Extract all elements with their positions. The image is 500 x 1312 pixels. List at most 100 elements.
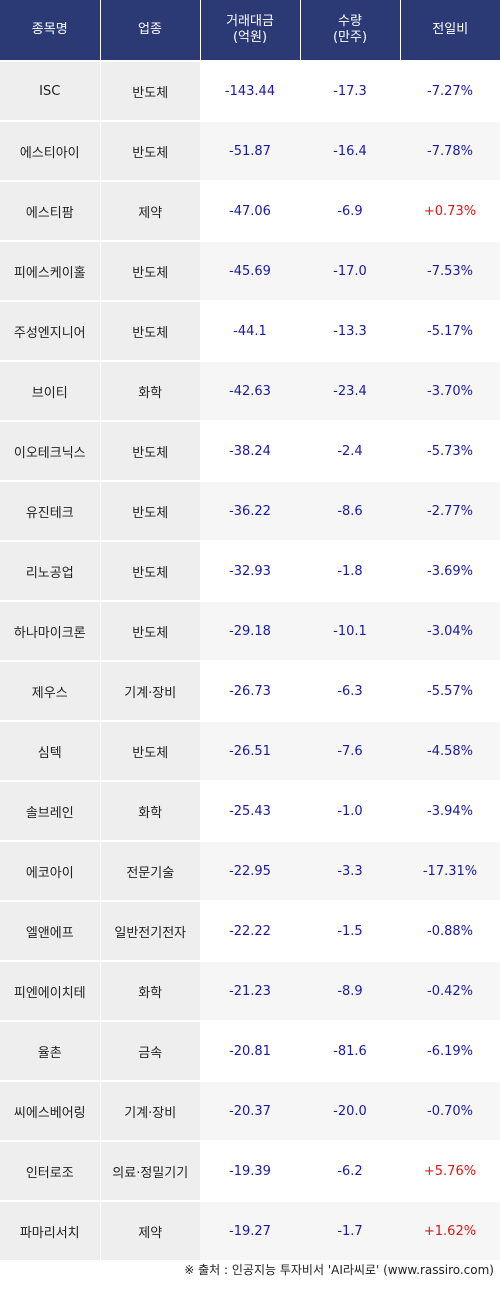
trade-volume: -8.9: [300, 960, 400, 1021]
table-row: 심텍 반도체 -26.51 -7.6 -4.58%: [0, 720, 500, 781]
stock-name: 제우스: [0, 660, 100, 721]
sector-name: 금속: [99, 1020, 200, 1081]
table-row: 파마리서치 제약 -19.27 -1.7 +1.62%: [0, 1200, 500, 1260]
sector-name: 반도체: [99, 480, 200, 541]
trade-amount: -22.95: [200, 840, 300, 901]
table-row: 율촌 금속 -20.81 -81.6 -6.19%: [0, 1020, 500, 1081]
sector-name: 반도체: [99, 60, 200, 121]
stock-name: 에스티아이: [0, 120, 100, 181]
price-change: -3.69%: [400, 540, 500, 601]
table-body: ISC 반도체 -143.44 -17.3 -7.27% 에스티아이 반도체 -51.87 -1…: [0, 60, 500, 1260]
trade-volume: -6.9: [300, 180, 400, 241]
trade-amount: -44.1: [200, 300, 300, 361]
price-change: -3.70%: [400, 360, 500, 421]
trade-volume: -8.6: [300, 480, 400, 541]
table-row: 에코아이 전문기술 -22.95 -3.3 -17.31%: [0, 840, 500, 901]
trade-volume: -6.2: [300, 1140, 400, 1201]
trade-volume: -1.5: [300, 900, 400, 961]
trade-volume: -1.0: [300, 780, 400, 841]
sector-name: 반도체: [99, 420, 200, 481]
trade-volume: -81.6: [300, 1020, 400, 1081]
trade-volume: -10.1: [300, 600, 400, 661]
header-volume: 수량 (만주): [300, 0, 401, 61]
stock-name: 피엔에이치테: [0, 960, 100, 1021]
trade-amount: -36.22: [200, 480, 300, 541]
trade-amount: -143.44: [200, 60, 300, 121]
trade-volume: -13.3: [300, 300, 400, 361]
price-change: -3.04%: [400, 600, 500, 661]
header-row: 종목명 업종 거래대금 (억원) 수량 (만주) 전일비: [0, 0, 500, 61]
sector-name: 화학: [99, 360, 200, 421]
trade-volume: -17.3: [300, 60, 400, 121]
trade-volume: -6.3: [300, 660, 400, 721]
price-change: -5.57%: [400, 660, 500, 721]
stock-name: 하나마이크론: [0, 600, 100, 661]
table-row: 인터로조 의료·정밀기기 -19.39 -6.2 +5.76%: [0, 1140, 500, 1201]
table-row: 솔브레인 화학 -25.43 -1.0 -3.94%: [0, 780, 500, 841]
price-change: -17.31%: [400, 840, 500, 901]
sector-name: 반도체: [99, 600, 200, 661]
price-change: -7.53%: [400, 240, 500, 301]
stock-name: 엘앤에프: [0, 900, 100, 961]
price-change: -5.17%: [400, 300, 500, 361]
table-row: 에스티팜 제약 -47.06 -6.9 +0.73%: [0, 180, 500, 241]
trade-amount: -20.81: [200, 1020, 300, 1081]
trade-amount: -29.18: [200, 600, 300, 661]
trade-amount: -47.06: [200, 180, 300, 241]
trade-amount: -42.63: [200, 360, 300, 421]
sector-name: 일반전기전자: [99, 900, 200, 961]
price-change: -5.73%: [400, 420, 500, 481]
trade-volume: -7.6: [300, 720, 400, 781]
sector-name: 반도체: [99, 720, 200, 781]
sector-name: 반도체: [99, 120, 200, 181]
sector-name: 반도체: [99, 240, 200, 301]
sector-name: 반도체: [99, 540, 200, 601]
stock-name: ISC: [0, 60, 100, 121]
trade-amount: -20.37: [200, 1080, 300, 1141]
header-sector: 업종: [100, 0, 201, 61]
trade-amount: -45.69: [200, 240, 300, 301]
price-change: -7.78%: [400, 120, 500, 181]
stock-name: 이오테크닉스: [0, 420, 100, 481]
stock-name: 에스티팜: [0, 180, 100, 241]
table-row: 엘앤에프 일반전기전자 -22.22 -1.5 -0.88%: [0, 900, 500, 961]
trade-amount: -22.22: [200, 900, 300, 961]
sector-name: 화학: [99, 960, 200, 1021]
trade-volume: -1.7: [300, 1200, 400, 1260]
price-change: -2.77%: [400, 480, 500, 541]
price-change: +0.73%: [400, 180, 500, 241]
trade-amount: -19.27: [200, 1200, 300, 1260]
table-row: 피엔에이치테 화학 -21.23 -8.9 -0.42%: [0, 960, 500, 1021]
sector-name: 기계·장비: [99, 660, 200, 721]
trade-amount: -26.51: [200, 720, 300, 781]
stock-name: 심텍: [0, 720, 100, 781]
stock-name: 피에스케이홀: [0, 240, 100, 301]
sector-name: 화학: [99, 780, 200, 841]
stock-name: 주성엔지니어: [0, 300, 100, 361]
table-row: 씨에스베어링 기계·장비 -20.37 -20.0 -0.70%: [0, 1080, 500, 1141]
price-change: -0.42%: [400, 960, 500, 1021]
trade-amount: -19.39: [200, 1140, 300, 1201]
trade-volume: -17.0: [300, 240, 400, 301]
price-change: -7.27%: [400, 60, 500, 121]
table-row: 주성엔지니어 반도체 -44.1 -13.3 -5.17%: [0, 300, 500, 361]
sector-name: 전문기술: [99, 840, 200, 901]
table-row: 브이티 화학 -42.63 -23.4 -3.70%: [0, 360, 500, 421]
stock-name: 리노공업: [0, 540, 100, 601]
stock-name: 솔브레인: [0, 780, 100, 841]
source-footer: ※ 출처 : 인공지능 투자비서 'AI라씨로' (www.rassiro.co…: [184, 1263, 494, 1277]
table-row: 하나마이크론 반도체 -29.18 -10.1 -3.04%: [0, 600, 500, 661]
price-change: -3.94%: [400, 780, 500, 841]
price-change: -0.88%: [400, 900, 500, 961]
stock-table: 종목명 업종 거래대금 (억원) 수량 (만주) 전일비 ISC 반도체 -143.…: [0, 0, 500, 1260]
trade-amount: -32.93: [200, 540, 300, 601]
table-row: 이오테크닉스 반도체 -38.24 -2.4 -5.73%: [0, 420, 500, 481]
price-change: +5.76%: [400, 1140, 500, 1201]
trade-volume: -20.0: [300, 1080, 400, 1141]
trade-volume: -2.4: [300, 420, 400, 481]
price-change: -4.58%: [400, 720, 500, 781]
stock-name: 파마리서치: [0, 1200, 100, 1260]
trade-volume: -1.8: [300, 540, 400, 601]
sector-name: 반도체: [99, 300, 200, 361]
sector-name: 제약: [99, 1200, 200, 1260]
